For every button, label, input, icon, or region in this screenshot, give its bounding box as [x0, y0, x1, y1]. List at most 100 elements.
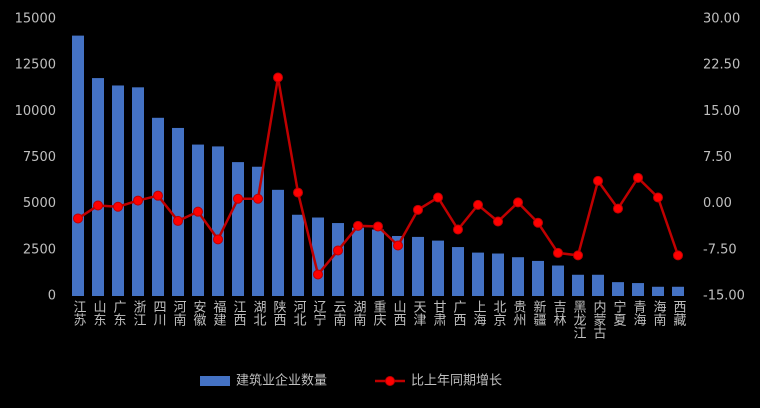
x-tick-label: 新疆 — [531, 299, 547, 326]
y2-tick-label: 0.00 — [703, 196, 732, 211]
x-tick-label: 四川 — [151, 300, 167, 326]
marker — [653, 192, 663, 203]
x-tick-label: 江苏 — [71, 300, 87, 326]
bar — [332, 223, 344, 296]
bar — [252, 166, 264, 296]
marker — [253, 193, 263, 204]
y2-tick-label: 15.00 — [703, 104, 740, 119]
x-tick-label: 贵州 — [511, 300, 527, 326]
marker — [273, 72, 283, 83]
marker — [313, 269, 323, 280]
marker — [633, 172, 643, 183]
legend-label: 比上年同期增长 — [411, 374, 502, 389]
bar — [632, 283, 644, 296]
y-tick-label: 5000 — [23, 196, 56, 211]
marker — [393, 240, 403, 251]
bar — [432, 240, 444, 296]
bar — [112, 85, 124, 296]
x-tick-label: 山西 — [391, 300, 407, 326]
bar — [192, 144, 204, 296]
bar — [412, 236, 424, 296]
x-tick-label: 北京 — [491, 300, 507, 326]
x-tick-label: 浙江 — [131, 300, 147, 326]
y2-tick-label: -7.50 — [703, 242, 737, 257]
x-tick-label: 安徽 — [191, 300, 207, 326]
x-tick-label: 宁夏 — [611, 299, 627, 326]
y-tick-label: 12500 — [15, 58, 56, 73]
bar — [472, 252, 484, 296]
marker — [413, 204, 423, 215]
bar — [372, 229, 384, 296]
marker — [673, 250, 683, 261]
bar — [512, 257, 524, 296]
marker — [353, 220, 363, 231]
bar — [392, 235, 404, 296]
marker — [73, 213, 83, 224]
bar — [452, 247, 464, 296]
marker — [193, 206, 203, 217]
x-tick-label: 山东 — [91, 300, 107, 326]
marker — [213, 234, 223, 245]
marker — [373, 221, 383, 232]
bar — [552, 265, 564, 296]
bar — [532, 260, 544, 296]
x-tick-label: 福建 — [211, 300, 227, 327]
y2-tick-label: 7.50 — [703, 150, 732, 165]
marker — [173, 215, 183, 226]
y-tick-label: 0 — [48, 289, 56, 304]
x-tick-label: 湖北 — [251, 300, 267, 327]
marker — [113, 201, 123, 212]
bar — [212, 146, 224, 296]
bar — [92, 78, 104, 297]
x-tick-label: 青海 — [631, 300, 647, 326]
marker — [233, 193, 243, 204]
legend-label: 建筑业企业数量 — [236, 373, 327, 389]
x-tick-label: 陕西 — [271, 300, 287, 326]
y-tick-label: 2500 — [23, 242, 56, 257]
x-tick-label: 重庆 — [371, 299, 387, 326]
bar — [592, 274, 604, 296]
marker — [453, 224, 463, 235]
bar — [572, 274, 584, 296]
x-tick-label: 黑龙江 — [571, 300, 587, 339]
x-tick-label: 上海 — [471, 300, 487, 326]
bar — [612, 282, 624, 296]
y-tick-label: 10000 — [15, 104, 56, 119]
x-tick-label: 西藏 — [671, 300, 687, 326]
x-tick-label: 河北 — [291, 300, 307, 327]
bar — [72, 35, 84, 297]
bar — [652, 286, 664, 296]
marker — [473, 199, 483, 210]
marker — [573, 250, 583, 261]
marker — [593, 175, 603, 186]
marker — [293, 187, 303, 198]
x-tick-label: 吉林 — [551, 300, 567, 326]
bar — [272, 189, 284, 296]
bar — [292, 214, 304, 296]
marker — [133, 195, 143, 206]
marker — [493, 216, 503, 227]
legend-swatch — [200, 376, 230, 386]
x-tick-label: 江西 — [231, 300, 247, 326]
x-tick-label: 云南 — [331, 300, 347, 326]
marker — [433, 192, 443, 203]
bar — [492, 253, 504, 296]
legend-swatch — [385, 376, 395, 386]
marker — [513, 197, 523, 208]
x-tick-label: 河南 — [171, 300, 187, 326]
y2-tick-label: 30.00 — [703, 12, 740, 27]
x-tick-label: 内蒙古 — [591, 299, 607, 339]
marker — [153, 190, 163, 201]
marker — [553, 247, 563, 258]
bar — [172, 127, 184, 296]
bar — [152, 117, 164, 297]
y2-tick-label: -15.00 — [703, 289, 745, 304]
bar — [232, 162, 244, 296]
x-tick-label: 天津 — [411, 300, 427, 326]
x-tick-label: 湖南 — [351, 300, 367, 326]
y-tick-label: 7500 — [23, 150, 56, 165]
y-tick-label: 15000 — [15, 12, 56, 27]
bar — [352, 227, 364, 296]
marker — [333, 245, 343, 256]
